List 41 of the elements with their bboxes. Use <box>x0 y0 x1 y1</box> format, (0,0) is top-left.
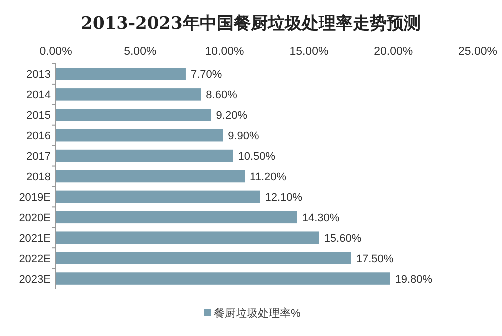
bar <box>56 272 390 285</box>
data-label: 10.50% <box>238 151 276 164</box>
bar <box>56 232 320 244</box>
data-label: 11.20% <box>250 172 287 184</box>
bar <box>56 88 202 101</box>
bar <box>56 129 224 142</box>
chart-title: 2013-2023年中国餐厨垃圾处理率走势预测 <box>81 14 421 34</box>
data-label: 17.50% <box>356 253 394 266</box>
data-label: 9.90% <box>228 130 260 143</box>
x-tick-label: 15.00% <box>290 46 329 58</box>
legend-label: 餐厨垃圾处理率% <box>214 307 301 320</box>
y-tick-label: 2014 <box>26 90 51 102</box>
bar <box>56 190 260 204</box>
x-tick-label: 10.00% <box>205 46 244 58</box>
y-tick-label: 2020E <box>19 212 51 224</box>
bar <box>56 150 234 162</box>
data-label: 12.10% <box>265 192 303 204</box>
bar <box>56 109 212 122</box>
y-tick-label: 2023E <box>19 274 51 286</box>
bar <box>56 170 246 183</box>
bar <box>56 211 298 224</box>
data-label: 15.60% <box>324 232 362 245</box>
y-tick-label: 2016 <box>26 130 51 143</box>
data-label: 19.80% <box>395 274 433 286</box>
y-tick-label: 2022E <box>19 253 51 266</box>
data-label: 7.70% <box>190 69 222 82</box>
data-label: 8.60% <box>206 90 238 102</box>
y-tick-label: 2017 <box>26 151 51 164</box>
x-tick-label: 5.00% <box>124 46 157 58</box>
y-tick-label: 2013 <box>26 69 51 82</box>
data-label: 14.30% <box>302 212 340 224</box>
y-tick-label: 2018 <box>26 172 51 184</box>
bar <box>56 252 352 264</box>
bar <box>56 68 186 80</box>
data-label: 9.20% <box>216 110 248 122</box>
x-tick-label: 20.00% <box>374 46 414 58</box>
y-tick-label: 2019E <box>19 192 51 204</box>
x-tick-label: 25.00% <box>458 46 498 58</box>
x-tick-label: 0.00% <box>40 46 72 58</box>
y-tick-label: 2021E <box>19 232 51 245</box>
y-tick-label: 2015 <box>26 110 51 122</box>
